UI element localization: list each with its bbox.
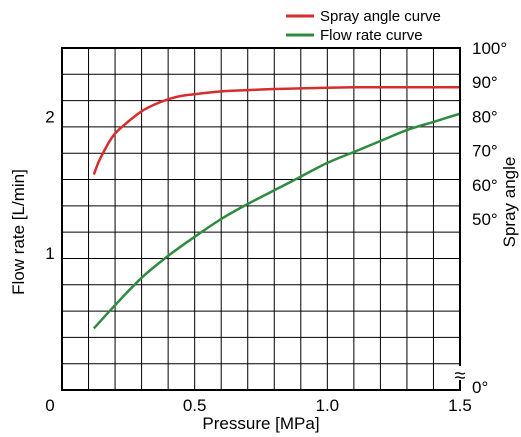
legend-label-spray-angle: Spray angle curve bbox=[320, 8, 441, 25]
flow-rate-curve bbox=[92, 112, 461, 330]
y-right-tick-label: 60° bbox=[472, 176, 498, 195]
axis-break-mask bbox=[451, 366, 469, 380]
x-tick-label: 1.5 bbox=[448, 396, 472, 415]
y-right-axis-title: Spray angle bbox=[500, 157, 519, 248]
y-right-tick-label: 100° bbox=[472, 39, 507, 58]
y-left-tick-labels: 12 bbox=[45, 107, 54, 263]
y-right-tick-label: 70° bbox=[472, 142, 498, 161]
x-tick-label: 1.0 bbox=[316, 396, 340, 415]
y-right-tick-label: 50° bbox=[472, 210, 498, 229]
spray-angle-curve bbox=[92, 86, 460, 175]
y-right-tick-label: 0° bbox=[472, 378, 488, 397]
x-tick-label: 0 bbox=[45, 396, 54, 415]
x-tick-labels: 0 0.5 1.0 1.5 bbox=[45, 396, 472, 415]
legend: Spray angle curve Flow rate curve bbox=[286, 8, 441, 44]
y-left-axis-title: Flow rate [L/min] bbox=[9, 169, 28, 295]
y-right-tick-labels: 0° 50° 60° 70° 80° 90° 100° bbox=[472, 39, 507, 397]
plot-frame bbox=[61, 47, 461, 391]
y-right-tick-label: 80° bbox=[472, 107, 498, 126]
grid bbox=[62, 48, 460, 390]
y-left-tick-label: 1 bbox=[45, 244, 54, 263]
x-axis-title: Pressure [MPa] bbox=[202, 414, 319, 433]
curves bbox=[92, 86, 461, 330]
legend-label-flow-rate: Flow rate curve bbox=[320, 27, 423, 44]
axis-break-marker: ≈ bbox=[455, 365, 466, 387]
y-left-tick-label: 2 bbox=[45, 107, 54, 126]
y-right-tick-label: 90° bbox=[472, 73, 498, 92]
x-tick-label: 0.5 bbox=[183, 396, 207, 415]
